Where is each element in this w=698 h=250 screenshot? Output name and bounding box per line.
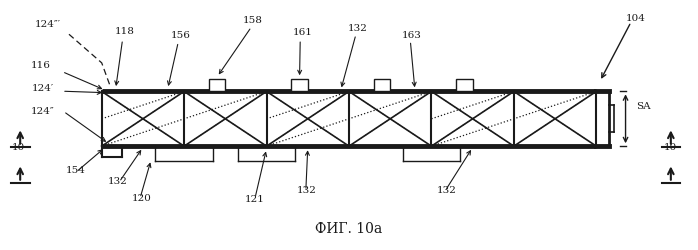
Text: 118: 118 [114, 27, 135, 36]
Text: 124″: 124″ [31, 107, 54, 116]
Text: 158: 158 [243, 16, 263, 25]
Bar [291, 80, 308, 92]
Text: 124″′: 124″′ [35, 20, 61, 29]
Text: 154: 154 [66, 166, 86, 175]
Bar [456, 80, 473, 92]
Text: 132: 132 [297, 186, 317, 195]
Text: 10: 10 [11, 143, 24, 152]
Text: 124′: 124′ [31, 84, 54, 93]
Text: 156: 156 [170, 30, 191, 40]
Text: 116: 116 [31, 61, 51, 70]
Text: 161: 161 [292, 28, 312, 37]
Text: 132: 132 [107, 177, 128, 186]
Text: SA: SA [636, 102, 651, 111]
Text: 120: 120 [131, 194, 151, 203]
Text: 163: 163 [402, 30, 422, 40]
Text: 132: 132 [348, 24, 367, 32]
Text: ФИГ. 10a: ФИГ. 10a [315, 222, 383, 236]
Text: 121: 121 [245, 195, 265, 204]
Text: 10: 10 [664, 143, 678, 152]
Bar [373, 80, 390, 92]
Text: 104: 104 [626, 14, 646, 22]
Text: 132: 132 [436, 186, 456, 195]
Bar [209, 80, 225, 92]
